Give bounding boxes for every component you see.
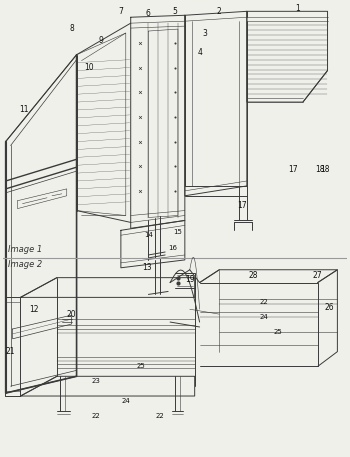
Text: 17: 17 (288, 165, 298, 174)
Text: 14: 14 (144, 232, 153, 238)
Text: 24: 24 (259, 314, 268, 320)
Text: 15: 15 (174, 229, 182, 235)
Text: 22: 22 (156, 413, 164, 419)
Text: Image 1: Image 1 (8, 245, 42, 254)
Text: 20: 20 (67, 310, 77, 319)
Text: Image 2: Image 2 (8, 260, 42, 269)
Text: 12: 12 (29, 305, 39, 314)
Text: 10: 10 (85, 63, 94, 72)
Text: 19: 19 (185, 275, 195, 284)
Text: 27: 27 (313, 271, 322, 280)
Text: 7: 7 (118, 7, 123, 16)
Text: 3: 3 (202, 28, 207, 37)
Text: 18: 18 (320, 165, 329, 174)
Text: 9: 9 (99, 37, 104, 45)
Text: 23: 23 (92, 378, 101, 384)
Text: 21: 21 (6, 347, 15, 356)
Text: 5: 5 (173, 7, 177, 16)
Text: 2: 2 (217, 7, 222, 16)
Text: 16: 16 (169, 245, 177, 251)
Text: 1: 1 (296, 4, 300, 13)
Text: 18: 18 (315, 165, 324, 174)
Text: 24: 24 (121, 398, 130, 404)
Text: 6: 6 (146, 9, 151, 18)
Text: 25: 25 (274, 329, 283, 335)
Text: 11: 11 (20, 106, 29, 114)
Text: 8: 8 (69, 24, 74, 32)
Text: 17: 17 (237, 201, 247, 210)
Text: 26: 26 (325, 303, 334, 312)
Text: 4: 4 (197, 48, 202, 57)
Text: 22: 22 (259, 299, 268, 305)
Text: 13: 13 (143, 263, 152, 272)
Text: 28: 28 (249, 271, 259, 280)
Text: 22: 22 (92, 413, 101, 419)
Text: 25: 25 (136, 363, 145, 369)
